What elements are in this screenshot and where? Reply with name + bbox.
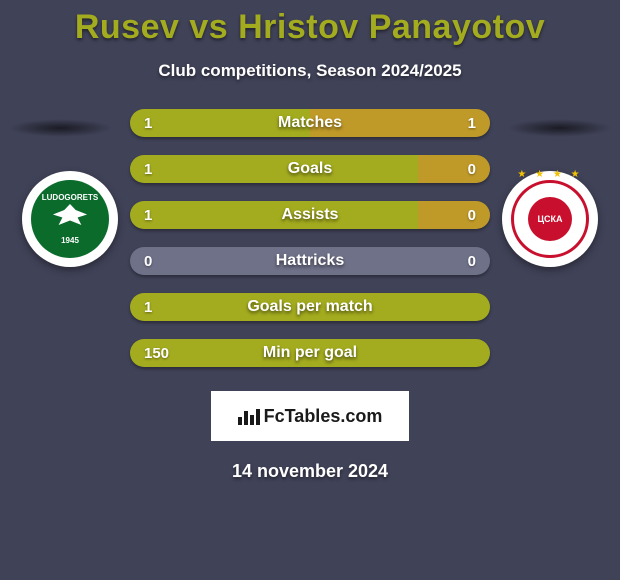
team-badge-left: LUDOGORETS 1945 [22,171,118,267]
stat-row: 150Min per goal [130,339,490,367]
stat-right-value: 0 [418,201,490,229]
player-shadow-left [8,119,113,137]
stat-right-value: 0 [310,247,490,275]
stat-left-value: 1 [130,201,418,229]
watermark-text: FcTables.com [264,406,383,427]
stat-bars: 11Matches 10Goals 10Assists 00Hattricks 1Goa… [130,109,490,367]
team-badge-right: ★ ★ ★ ★ ЦСКА [502,171,598,267]
cska-crest: ★ ★ ★ ★ ЦСКА [511,180,589,258]
crest-center-text: ЦСКА [528,197,572,241]
player-shadow-right [507,119,612,137]
stat-left-value: 0 [130,247,310,275]
stat-left-value: 1 [130,155,418,183]
stat-left-value: 1 [130,293,490,321]
stat-row: 00Hattricks [130,247,490,275]
ludogorets-crest: LUDOGORETS 1945 [31,180,109,258]
stat-row: 10Goals [130,155,490,183]
date-text: 14 november 2024 [0,461,620,482]
stat-row: 1Goals per match [130,293,490,321]
stat-row: 10Assists [130,201,490,229]
crest-text-year: 1945 [61,236,79,245]
stat-row: 11Matches [130,109,490,137]
stat-left-value: 150 [130,339,490,367]
star-icon-row: ★ ★ ★ ★ [517,169,582,180]
watermark: FcTables.com [211,391,409,441]
page-title: Rusev vs Hristov Panayotov [0,0,620,47]
subtitle: Club competitions, Season 2024/2025 [0,61,620,81]
eagle-icon [51,204,89,234]
stat-right-value: 1 [310,109,490,137]
comparison-content: LUDOGORETS 1945 ★ ★ ★ ★ ЦСКА 11Matches10… [0,109,620,482]
stat-left-value: 1 [130,109,310,137]
crest-text-top: LUDOGORETS [42,193,98,202]
stat-right-value: 0 [418,155,490,183]
bar-chart-icon [238,407,260,425]
